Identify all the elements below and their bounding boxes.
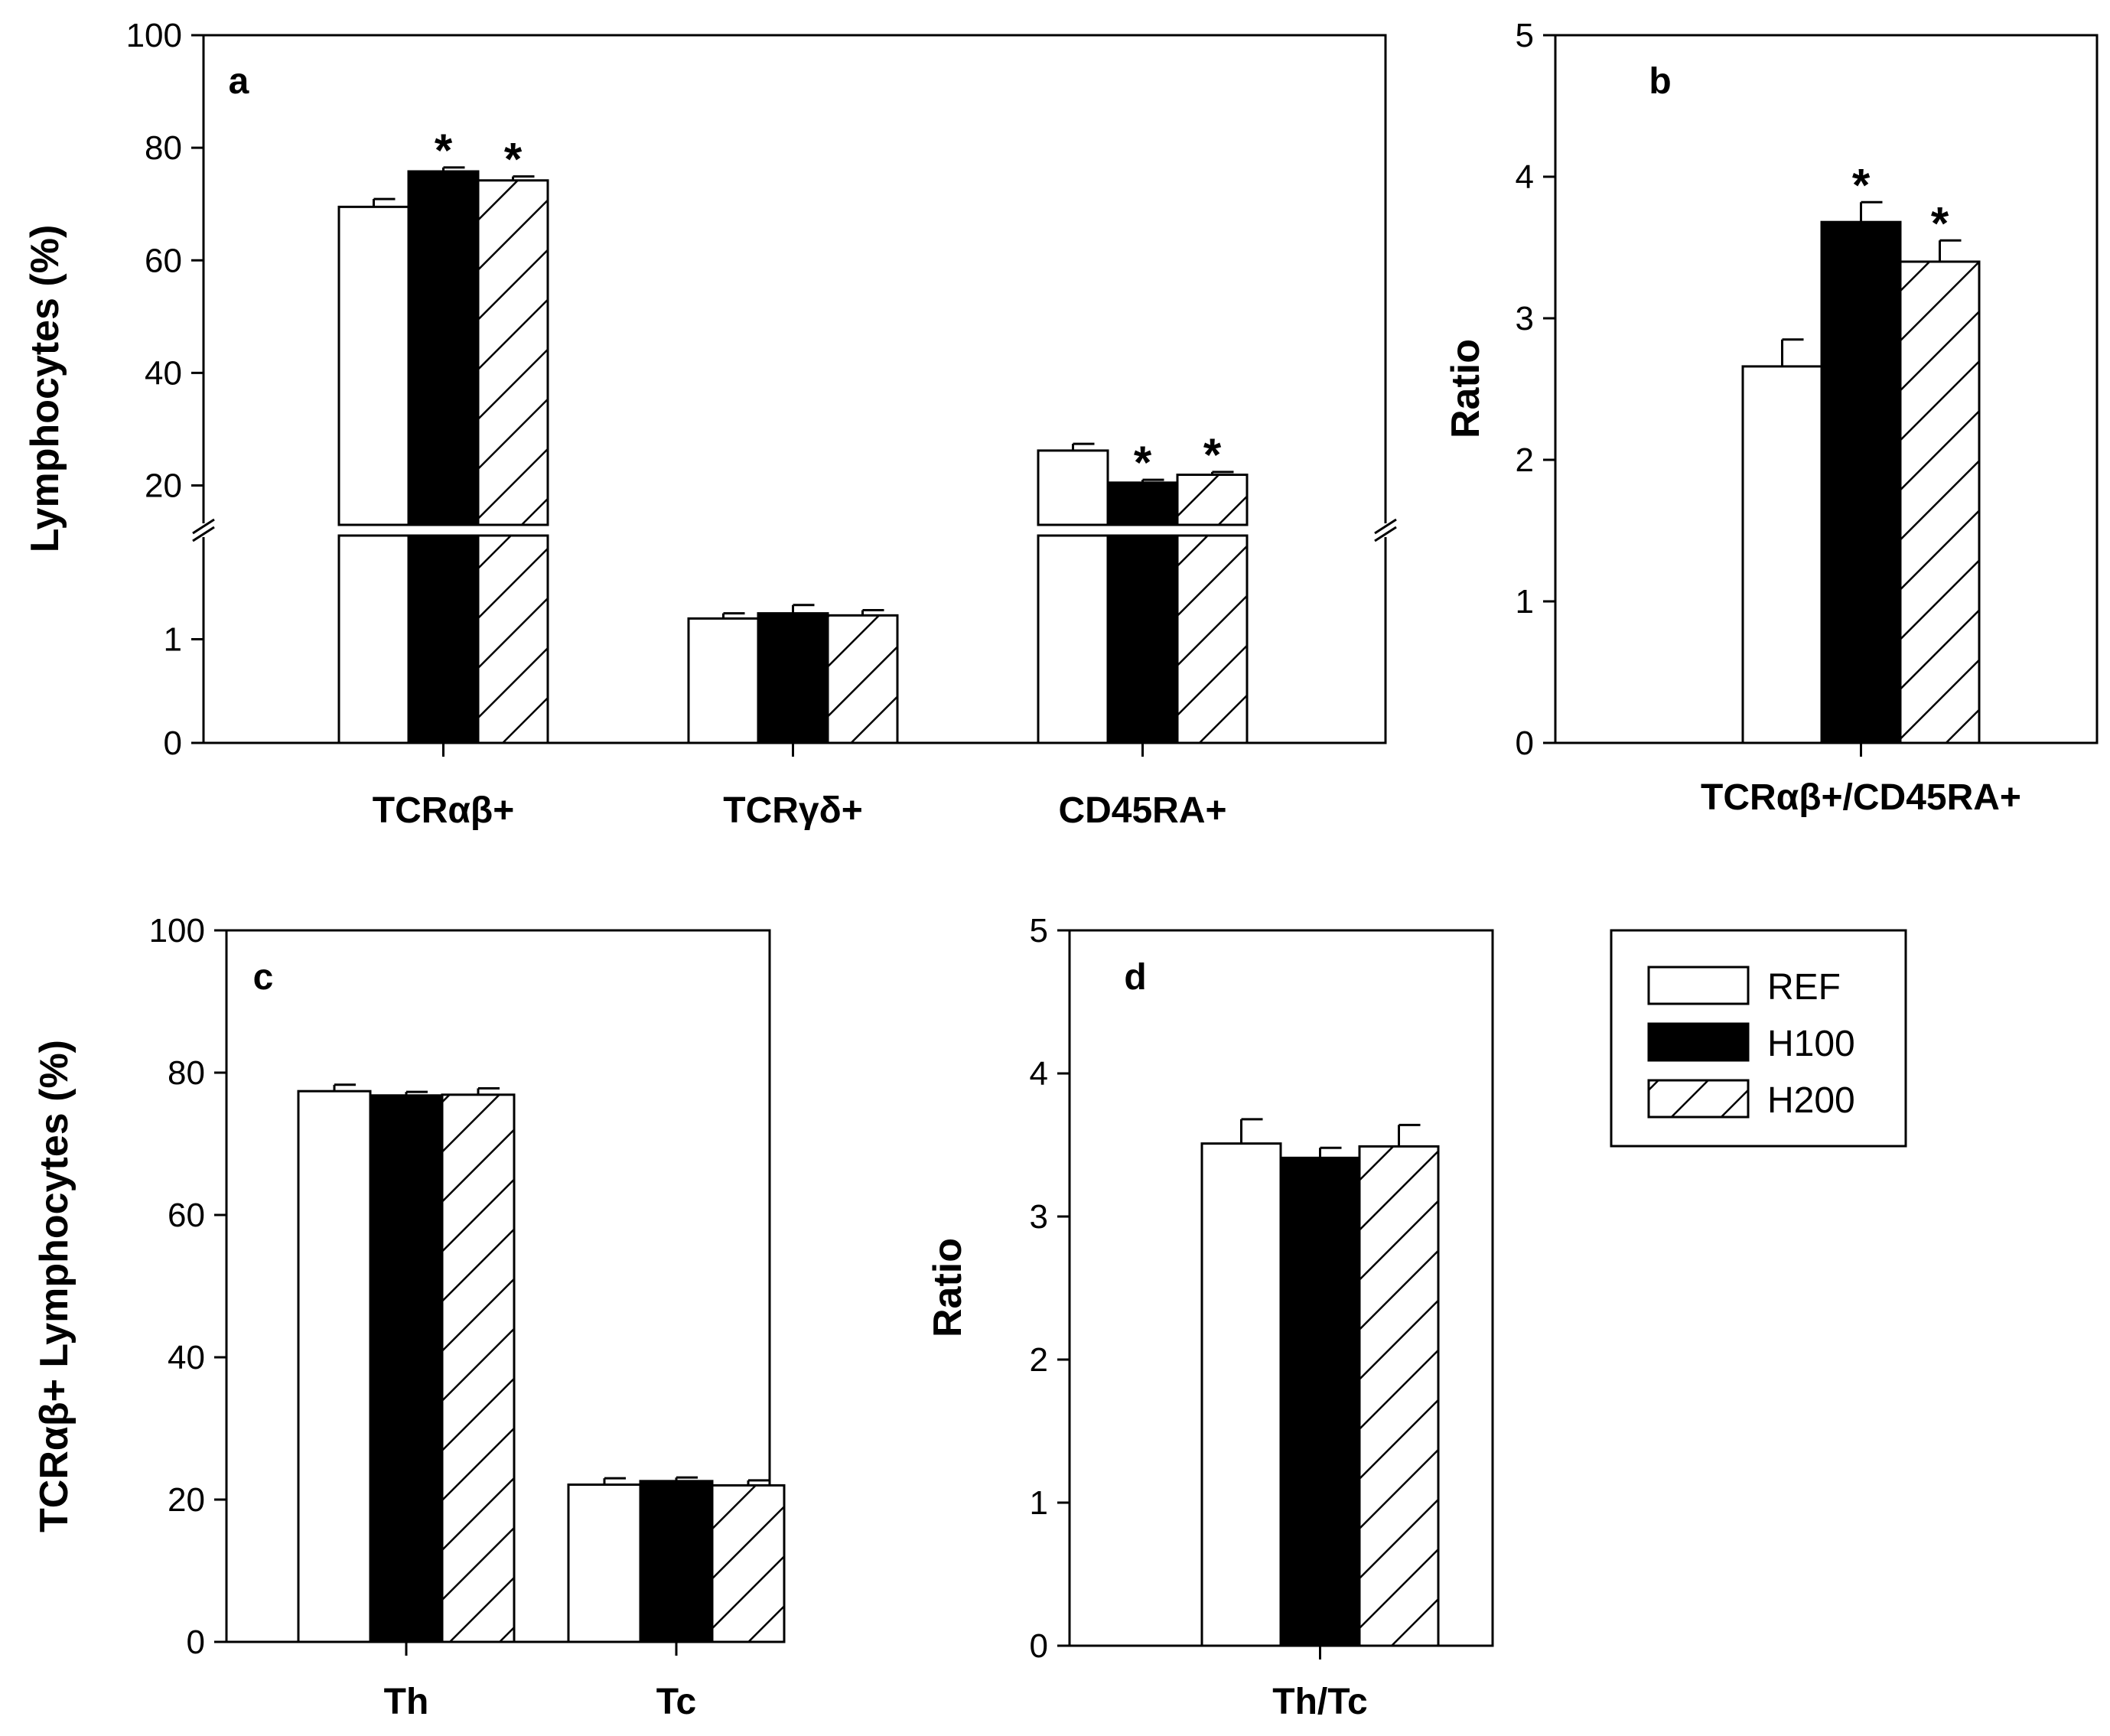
y-tick-label: 80 [168,1054,205,1092]
panel-label: d [1124,957,1146,998]
y-tick-label: 5 [1030,912,1048,949]
y-tick-label: 5 [1516,17,1534,54]
panel-c: c TCRαβ+ Lymphocytes (%) 0 20 40 60 80 100 Th Tc [32,912,786,1722]
category-label: TCRγδ+ [723,790,862,831]
legend: REF H100 H200 [1610,929,1907,1148]
y-tick-label: 60 [168,1197,205,1234]
y-tick-label: 2 [1516,441,1534,479]
bar-ref [297,1089,372,1643]
panel-d: d Ratio 0 1 2 3 4 5 Th/Tc [926,912,1494,1722]
significance-star: * [435,125,453,176]
bar-h100 [407,170,480,526]
panel-label: c [253,957,274,998]
significance-star: * [1931,197,1949,249]
bar-h200 [477,534,549,744]
panel-a: a Lymphocytes (%) 0 1 20 40 60 80 100 TCRαβ+ * * TCR… [23,17,1397,831]
category-label: CD45RA+ [1058,790,1226,831]
significance-star: * [504,134,523,185]
bar-h200 [711,1484,786,1643]
legend-swatch-h200 [1647,1079,1750,1119]
significance-star: * [1852,159,1871,210]
y-tick-label: 100 [149,912,205,949]
legend-frame [1610,929,1907,1148]
bar-h200 [441,1093,516,1643]
y-tick-label: 100 [126,17,182,54]
legend-label-h100: H100 [1767,1024,1855,1064]
bar-h100 [639,1480,714,1643]
y-tick-label: 3 [1030,1198,1048,1236]
bar-ref [1037,449,1109,526]
y-tick-label: 0 [164,725,182,762]
y-tick-label: 20 [168,1481,205,1519]
axis-break-gap [193,523,214,537]
bar-h100 [1279,1156,1361,1647]
bar-h100 [1106,534,1179,744]
bar-ref [567,1483,642,1643]
bar-h100 [407,534,480,744]
y-axis-title: Ratio [1444,339,1488,438]
panel-b: b Ratio 0 1 2 3 4 5 TCRαβ+/CD45RA+ * * [1444,17,2099,818]
y-tick-label: 0 [1030,1627,1048,1665]
y-tick-label: 4 [1030,1055,1048,1093]
category-label: Th/Tc [1272,1682,1367,1722]
y-tick-label: 1 [164,621,182,659]
y-tick-label: 3 [1516,300,1534,337]
bar-ref [337,534,410,744]
panel-label: a [229,61,249,102]
category-label: Th [384,1682,429,1722]
panel-label: b [1649,61,1671,102]
bar-h200 [826,614,899,744]
category-label: Tc [656,1682,696,1722]
y-tick-label: 40 [145,354,182,392]
legend-label-ref: REF [1767,967,1841,1008]
y-tick-label: 4 [1516,158,1534,196]
axis-break-mark [1374,526,1397,542]
bar-ref [337,205,410,526]
y-axis-title: TCRαβ+ Lymphocytes (%) [32,1040,77,1532]
legend-swatch-ref [1647,966,1750,1005]
bar-h100 [757,612,829,744]
y-tick-label: 1 [1030,1484,1048,1522]
y-tick-label: 60 [145,242,182,279]
bar-h200 [1176,534,1249,744]
axis-break-gap [1375,523,1396,537]
bar-h200 [1899,260,1981,744]
y-tick-label: 20 [145,467,182,505]
y-axis-title: Ratio [926,1238,970,1337]
significance-star: * [1134,437,1152,488]
axis-break-mark [192,526,215,542]
category-label: TCRαβ+ [373,790,514,831]
axis-break-mark [1374,518,1397,535]
y-tick-label: 1 [1516,583,1534,620]
y-tick-label: 0 [1516,725,1534,762]
legend-swatch-h100 [1647,1022,1750,1062]
y-tick-label: 40 [168,1339,205,1376]
bar-ref [687,617,760,744]
axis-break-mark [192,518,215,535]
legend-label-h200: H200 [1767,1080,1855,1121]
bar-ref [1037,534,1109,744]
bar-h200 [1176,474,1249,526]
bar-h200 [1358,1145,1440,1647]
significance-star: * [1203,429,1222,480]
y-axis-title: Lymphocytes (%) [23,225,67,553]
y-tick-label: 2 [1030,1341,1048,1379]
category-label: TCRαβ+/CD45RA+ [1701,777,2021,818]
bar-ref [1741,365,1823,744]
bar-h100 [1106,481,1179,526]
y-tick-label: 0 [187,1624,205,1661]
bar-h200 [477,179,549,526]
bar-h100 [1820,220,1902,744]
y-tick-label: 80 [145,129,182,167]
bar-h100 [369,1094,444,1643]
bar-ref [1200,1142,1282,1647]
